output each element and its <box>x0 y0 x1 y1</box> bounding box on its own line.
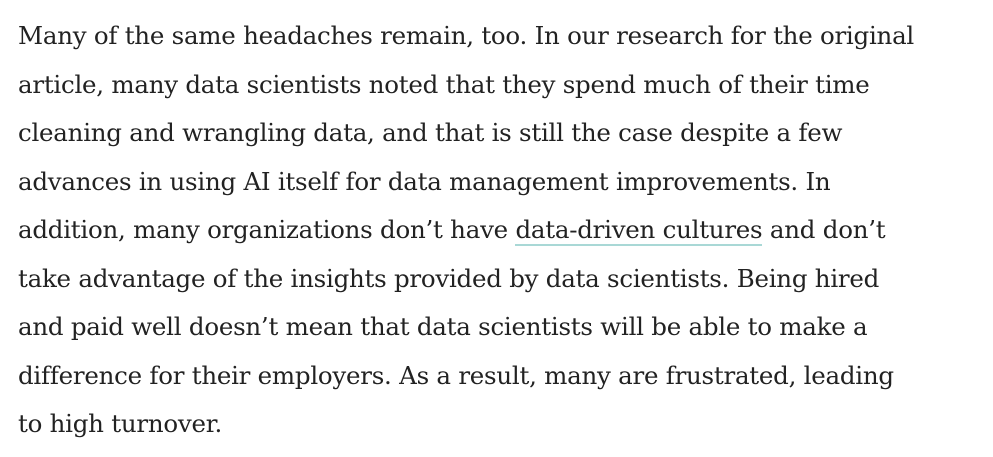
paragraph-line: article, many data scientists noted that… <box>18 69 870 99</box>
paragraph-text-segment: addition, many organizations don’t have <box>18 215 516 244</box>
paragraph-line: cleaning and wrangling data, and that is… <box>18 118 843 147</box>
paragraph-line: difference for their employers. As a res… <box>18 360 894 390</box>
paragraph-line: Many of the same headaches remain, too. … <box>18 21 915 50</box>
data-driven-cultures-link[interactable]: data-driven cultures <box>515 215 763 246</box>
paragraph-line: advances in using AI itself for data man… <box>18 166 831 196</box>
article-paragraph: Many of the same headaches remain, too. … <box>18 12 983 449</box>
paragraph-line: to high turnover. <box>18 409 223 438</box>
paragraph-line: take advantage of the insights provided … <box>18 263 880 293</box>
paragraph-text-segment: and don’t <box>762 215 886 244</box>
paragraph-line-with-link: addition, many organizations don’t have … <box>18 206 983 255</box>
paragraph-line: and paid well doesn’t mean that data sci… <box>18 312 868 341</box>
